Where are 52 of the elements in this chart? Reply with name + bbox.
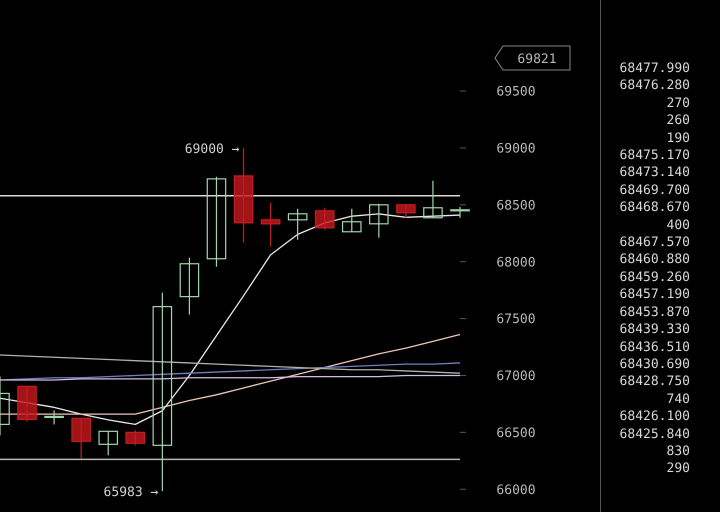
text: 68469.700 [618, 182, 690, 200]
line-series [0, 354, 461, 374]
y-tick-label: 68500 [496, 198, 536, 214]
candlestick [288, 208, 308, 240]
y-tick-label: 67500 [496, 312, 536, 328]
text: 290 [666, 460, 690, 478]
candlestick [152, 292, 172, 492]
candlestick [450, 206, 470, 218]
text: 68460.880 [618, 251, 690, 269]
text: 270 [666, 94, 690, 112]
candlestick [342, 208, 362, 232]
candlestick [423, 180, 443, 218]
text: 68453.870 [618, 304, 690, 322]
text: 190 [666, 130, 690, 148]
y-tick-label: 68000 [496, 255, 536, 270]
annotation: 65983 → [104, 485, 159, 500]
candlestick [369, 203, 389, 238]
text: 740 [666, 390, 690, 408]
y-tick-label: 69500 [496, 84, 536, 100]
text: 69821 [517, 52, 557, 67]
candlestick [260, 202, 280, 248]
candlestick [71, 418, 91, 459]
text: 68428.750 [618, 373, 690, 391]
text: 68430.690 [618, 356, 690, 374]
candlestick [206, 176, 226, 268]
text: 68477.990 [618, 60, 690, 78]
text: 68425.840 [618, 426, 690, 443]
candlestick [396, 204, 416, 218]
text: 68436.510 [618, 338, 690, 356]
line-series [0, 362, 461, 381]
text: 68476.280 [618, 77, 690, 95]
y-tick-label: 66500 [496, 426, 536, 441]
text: 68468.670 [618, 199, 690, 217]
text: 68426.100 [618, 408, 690, 426]
candlestick [125, 430, 146, 446]
text: 68467.570 [618, 234, 690, 252]
text: 68473.140 [618, 164, 690, 182]
text: 400 [666, 216, 690, 234]
candlestick [180, 257, 200, 316]
candlestick [44, 410, 64, 425]
candlestick [314, 207, 335, 230]
annotation: 69000 → [184, 142, 240, 157]
text: 68457.190 [618, 286, 690, 304]
y-tick-label: 66000 [496, 482, 536, 498]
text: 68459.260 [618, 268, 690, 286]
y-tick-label: 69000 [496, 142, 536, 157]
text: 260 [666, 112, 690, 130]
y-tick-label: 67000 [496, 369, 536, 384]
candlestick [98, 430, 118, 456]
text: 68475.170 [618, 147, 690, 164]
text: 830 [666, 442, 690, 460]
text: 68439.330 [618, 321, 690, 338]
